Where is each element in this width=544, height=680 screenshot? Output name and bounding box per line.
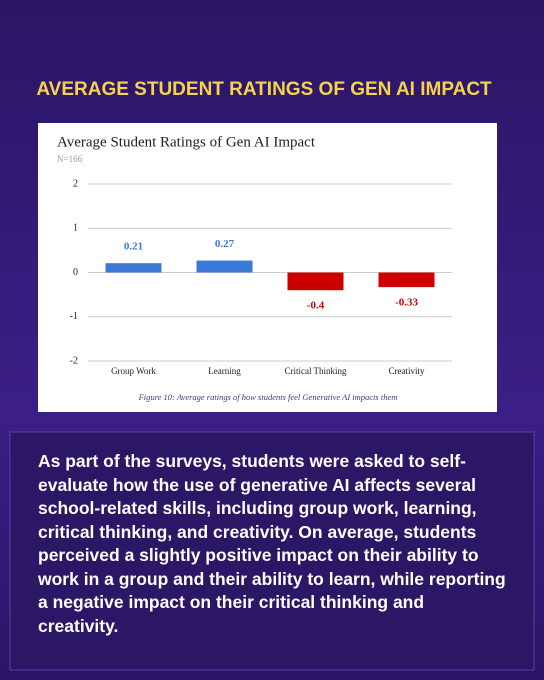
y-tick-label: -2 — [70, 355, 78, 366]
y-tick-label: -1 — [70, 311, 78, 322]
headline: AVERAGE STUDENT RATINGS OF GEN AI IMPACT — [36, 79, 492, 100]
chart-title: Average Student Ratings of Gen AI Impact — [57, 134, 316, 150]
chart-caption: Figure 10: Average ratings of how studen… — [138, 392, 398, 402]
chart-subtitle: N=166 — [57, 154, 83, 164]
y-tick-label: 0 — [73, 267, 78, 278]
value-label: -0.4 — [307, 300, 325, 312]
x-tick-label: Group Work — [111, 366, 156, 376]
bar — [196, 260, 253, 273]
y-tick-label: 2 — [73, 178, 78, 189]
bar — [105, 263, 162, 273]
x-tick-label: Learning — [208, 366, 241, 376]
value-label: -0.33 — [395, 297, 418, 309]
bar — [378, 272, 435, 288]
bar — [287, 272, 344, 291]
x-tick-label: Critical Thinking — [284, 366, 347, 376]
text-panel — [9, 431, 535, 671]
x-tick-label: Creativity — [389, 366, 425, 376]
y-tick-label: 1 — [73, 223, 78, 234]
body-text: As part of the surveys, students were as… — [38, 451, 506, 636]
plot-area: -2 -1 0 1 2 Group Work 0.21 Learning 0.27 Critica… — [70, 178, 452, 376]
value-label: 0.27 — [215, 238, 235, 250]
value-label: 0.21 — [124, 241, 143, 253]
